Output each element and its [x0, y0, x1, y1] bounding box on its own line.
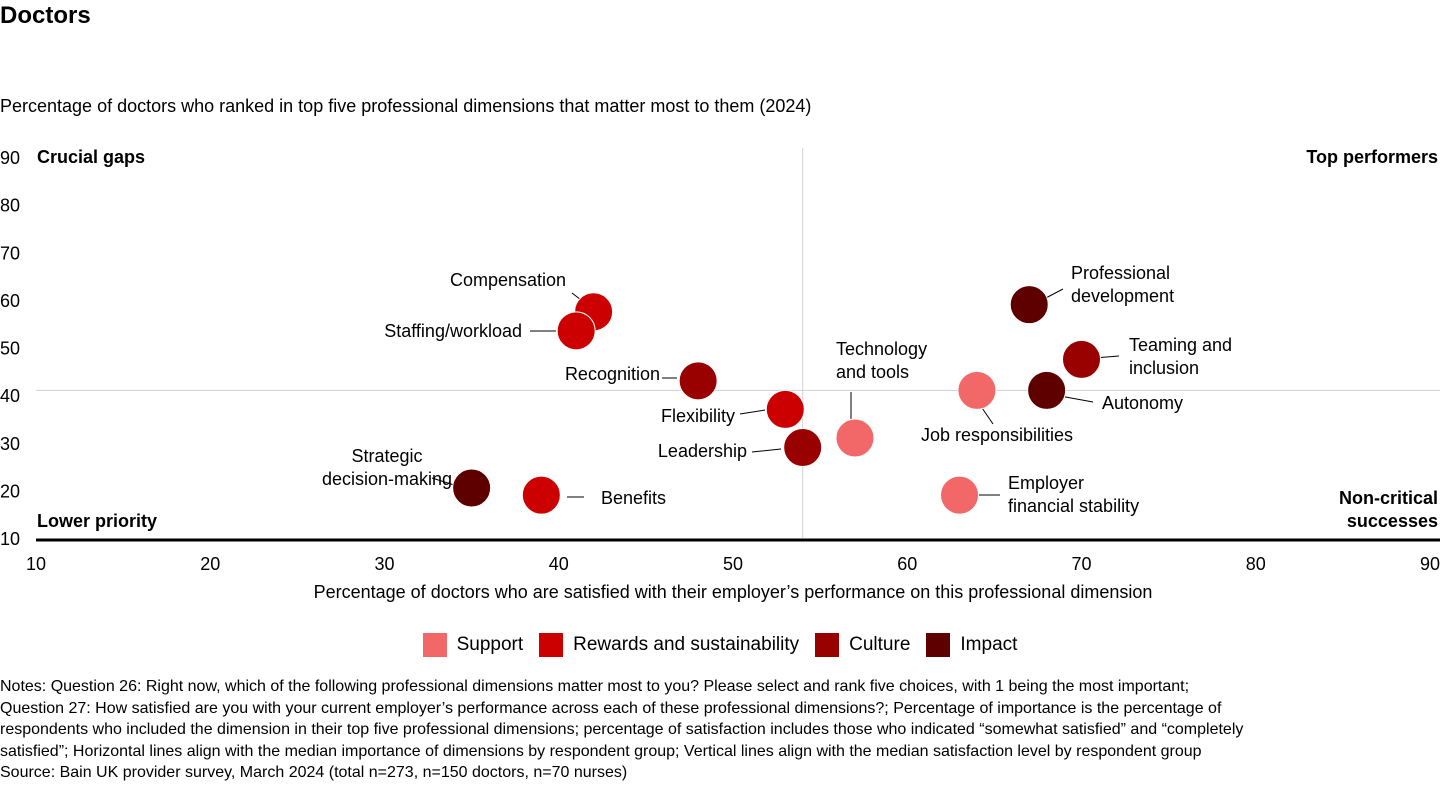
- x-tick-label: 70: [1071, 554, 1091, 574]
- data-point: [521, 475, 561, 515]
- y-tick-label: 90: [0, 148, 20, 168]
- data-label: Benefits: [601, 488, 666, 508]
- quadrant-label-non-critical: successes: [1347, 511, 1438, 531]
- data-point: [783, 428, 823, 468]
- data-point: [1062, 339, 1101, 379]
- legend-swatch: [926, 633, 951, 657]
- legend-swatch: [815, 633, 840, 657]
- legend-swatch: [422, 633, 447, 657]
- x-tick-label: 50: [723, 554, 743, 574]
- x-tick-label: 40: [549, 554, 569, 574]
- x-tick-label: 30: [374, 554, 394, 574]
- legend-item-rewards: Rewards and sustainability: [539, 633, 799, 657]
- data-point: [835, 418, 875, 458]
- data-label: Compensation: [450, 270, 566, 290]
- data-label: Strategic: [351, 446, 422, 466]
- data-label: development: [1071, 286, 1174, 306]
- y-tick-label: 80: [0, 196, 20, 216]
- x-tick-label: 60: [897, 554, 917, 574]
- y-tick-label: 50: [0, 339, 20, 359]
- notes-line: Question 27: How satisfied are you with …: [0, 699, 1222, 717]
- notes-line: Notes: Question 26: Right now, which of …: [0, 678, 1190, 695]
- x-tick-label: 20: [200, 554, 220, 574]
- quadrant-label-lower-priority: Lower priority: [37, 511, 157, 531]
- y-tick-label: 60: [0, 291, 20, 311]
- chart-subtitle: Percentage of doctors who ranked in top …: [0, 96, 812, 116]
- data-label: decision-making: [322, 469, 452, 489]
- data-label: Technology: [836, 339, 927, 359]
- data-label: inclusion: [1129, 358, 1199, 378]
- notes-line: respondents who included the dimension i…: [0, 721, 1244, 738]
- x-tick-label: 80: [1246, 554, 1266, 574]
- legend-label: Impact: [960, 634, 1018, 655]
- data-point: [957, 370, 997, 410]
- legend-label: Culture: [849, 634, 911, 655]
- y-tick-label: 20: [0, 481, 20, 501]
- notes-line: satisfied”; Horizontal lines align with …: [0, 742, 1202, 760]
- data-label: Recognition: [565, 364, 660, 384]
- x-tick-label: 90: [1420, 554, 1440, 574]
- data-label: Leadership: [658, 441, 747, 461]
- data-point: [940, 475, 980, 515]
- scatter-chart: 10 20 30 40 50 60 70 80 90 90 80 70 60 50 40 30 20 10 Perc…: [0, 147, 1440, 602]
- y-tick-label: 30: [0, 434, 20, 454]
- source-line: Source: Bain UK provider survey, March 2…: [0, 764, 628, 781]
- data-label: Staffing/workload: [384, 321, 522, 341]
- quadrant-label-crucial-gaps: Crucial gaps: [37, 147, 145, 167]
- legend-item-culture: Culture: [815, 633, 910, 657]
- data-point: [678, 361, 718, 401]
- page-title: Doctors: [0, 2, 91, 29]
- legend-swatch: [539, 633, 564, 657]
- y-tick-label: 70: [0, 243, 20, 263]
- data-label: Employer: [1008, 473, 1084, 493]
- data-label: Job responsibilities: [921, 425, 1073, 445]
- legend-item-impact: Impact: [926, 633, 1017, 657]
- data-label: Flexibility: [661, 406, 735, 426]
- data-point: [1027, 370, 1067, 410]
- quadrant-label-top-performers: Top performers: [1306, 147, 1438, 167]
- legend-label: Rewards and sustainability: [573, 634, 800, 655]
- data-point: [452, 468, 492, 508]
- y-tick-label: 10: [0, 529, 20, 549]
- legend: Support Rewards and sustainability Cultu…: [0, 633, 1440, 657]
- data-point: [765, 389, 805, 429]
- data-label: Teaming and: [1129, 335, 1232, 355]
- data-label: Autonomy: [1102, 393, 1183, 413]
- leader-line: [431, 477, 455, 486]
- legend-label: Support: [456, 634, 524, 655]
- x-tick-label: 10: [26, 554, 46, 574]
- y-tick-label: 40: [0, 386, 20, 406]
- quadrant-label-non-critical: Non-critical: [1339, 488, 1438, 508]
- data-point: [556, 311, 596, 351]
- leader-line: [1059, 395, 1094, 403]
- data-label: and tools: [836, 362, 909, 382]
- data-point: [1009, 285, 1049, 325]
- data-label: Professional: [1071, 263, 1170, 283]
- notes: Notes: Question 26: Right now, which of …: [0, 676, 1420, 784]
- leader-line: [739, 409, 766, 415]
- legend-item-support: Support: [422, 633, 524, 657]
- x-axis-label: Percentage of doctors who are satisfied …: [314, 582, 1153, 602]
- data-label: financial stability: [1008, 496, 1139, 516]
- leader-line: [751, 448, 782, 453]
